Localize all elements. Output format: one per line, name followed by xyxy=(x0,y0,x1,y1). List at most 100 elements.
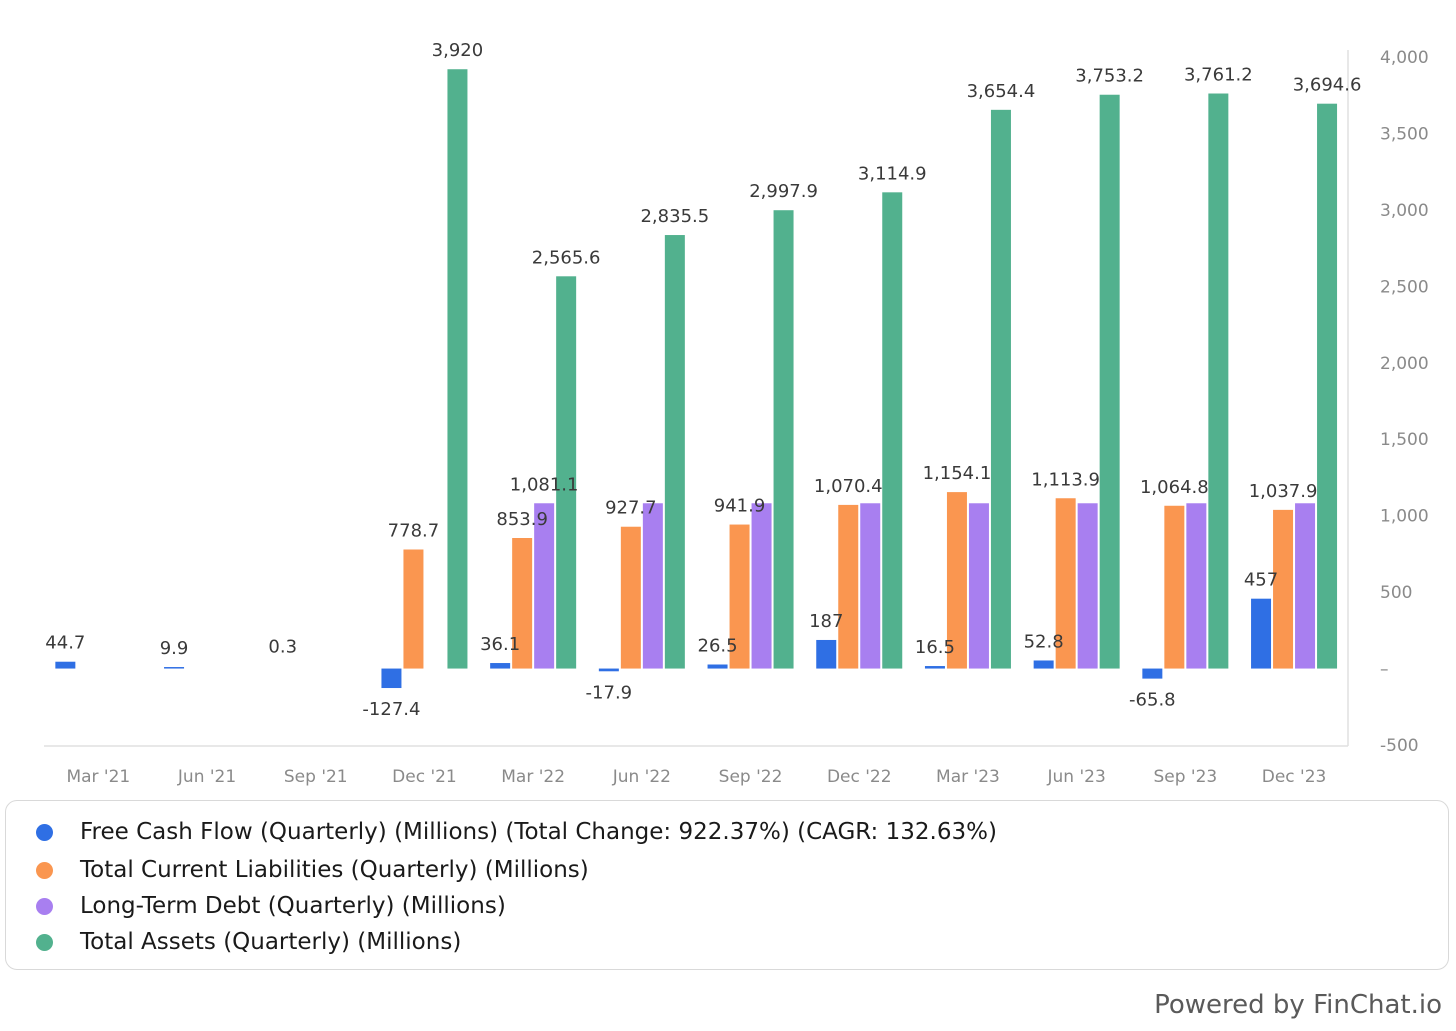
legend: Free Cash Flow (Quarterly) (Millions) (T… xyxy=(5,800,1449,970)
data-label: 1,113.9 xyxy=(1031,469,1100,490)
bar[interactable] xyxy=(381,668,402,689)
legend-item-total-current-liabilities[interactable]: Total Current Liabilities (Quarterly) (M… xyxy=(36,855,589,885)
bar[interactable] xyxy=(924,666,945,669)
bar[interactable] xyxy=(403,549,424,669)
bar[interactable] xyxy=(512,538,533,669)
bar[interactable] xyxy=(838,504,859,669)
data-label: 9.9 xyxy=(160,638,189,659)
data-label: -65.8 xyxy=(1129,690,1176,711)
legend-marker-long-term-debt xyxy=(36,897,53,915)
bar[interactable] xyxy=(664,235,685,669)
legend-label-free-cash-flow: Free Cash Flow (Quarterly) (Millions) (T… xyxy=(80,819,997,845)
y-tick-label: 2,500 xyxy=(1380,277,1429,297)
bar[interactable] xyxy=(556,276,577,669)
y-tick-label: 500 xyxy=(1380,583,1412,603)
bar-chart: -500 – 500 1,000 1,500 2,000 2,500 3,000 3,500 4,… xyxy=(44,40,1429,787)
bar[interactable] xyxy=(990,109,1011,669)
x-tick-label: Dec '21 xyxy=(392,767,457,787)
data-label: 1,154.1 xyxy=(923,463,992,484)
y-tick-label: -500 xyxy=(1380,736,1419,756)
x-tick-label: Sep '22 xyxy=(719,767,783,787)
data-label: -127.4 xyxy=(362,699,420,720)
data-labels: 44.7 9.9 -127.4 36.1 -17.9 26.5 187 16.5 52.8 -65… xyxy=(45,40,1361,720)
bar[interactable] xyxy=(1251,598,1272,669)
data-label: 0.3 xyxy=(268,637,297,658)
bar[interactable] xyxy=(1295,503,1316,669)
data-label: 941.9 xyxy=(714,496,766,517)
bar[interactable] xyxy=(1317,103,1338,669)
data-label: 457 xyxy=(1244,570,1278,591)
powered-by-brand[interactable]: Powered by FinChat.io xyxy=(1154,990,1442,1020)
bar[interactable] xyxy=(1142,668,1163,679)
bar[interactable] xyxy=(1208,93,1229,669)
bar[interactable] xyxy=(1033,660,1054,669)
bar[interactable] xyxy=(1055,498,1076,669)
legend-marker-free-cash-flow xyxy=(36,823,53,841)
bar-series xyxy=(55,69,1338,689)
x-tick-label: Jun '21 xyxy=(177,767,236,787)
legend-marker-total-assets xyxy=(36,933,53,951)
legend-label-total-current-liabilities: Total Current Liabilities (Quarterly) (M… xyxy=(80,857,589,883)
bar[interactable] xyxy=(447,69,468,669)
bar[interactable] xyxy=(1164,505,1185,669)
x-tick-label: Sep '21 xyxy=(284,767,348,787)
bar[interactable] xyxy=(55,661,76,669)
bar[interactable] xyxy=(642,503,663,669)
data-label: 927.7 xyxy=(605,498,657,519)
legend-item-long-term-debt[interactable]: Long-Term Debt (Quarterly) (Millions) xyxy=(36,891,506,921)
bar[interactable] xyxy=(707,664,728,669)
data-label: 853.9 xyxy=(496,509,548,530)
bar[interactable] xyxy=(490,663,511,669)
bar[interactable] xyxy=(729,524,750,669)
y-tick-label: 3,000 xyxy=(1380,201,1429,221)
bar[interactable] xyxy=(620,526,641,669)
bar[interactable] xyxy=(1077,503,1098,669)
bar[interactable] xyxy=(946,492,967,669)
y-tick-label: 4,000 xyxy=(1380,48,1429,68)
x-tick-label: Mar '23 xyxy=(936,767,1000,787)
y-tick-label: 1,000 xyxy=(1380,507,1429,527)
data-label: 1,037.9 xyxy=(1249,481,1318,502)
legend-item-free-cash-flow[interactable]: Free Cash Flow (Quarterly) (Millions) (T… xyxy=(36,817,997,847)
bar[interactable] xyxy=(773,210,794,669)
data-label: 3,654.4 xyxy=(967,81,1036,102)
bar[interactable] xyxy=(534,503,555,669)
bar[interactable] xyxy=(882,192,903,669)
data-label: 2,997.9 xyxy=(749,181,818,202)
data-label: 2,565.6 xyxy=(532,247,601,268)
data-label: 2,835.5 xyxy=(640,206,709,227)
x-tick-label: Jun '23 xyxy=(1047,767,1106,787)
data-label: 3,920 xyxy=(432,40,484,61)
data-label: 36.1 xyxy=(480,634,520,655)
bar[interactable] xyxy=(164,667,185,669)
data-label: 1,064.8 xyxy=(1140,477,1209,498)
bar[interactable] xyxy=(1273,509,1294,669)
data-label: 26.5 xyxy=(698,636,738,657)
bar[interactable] xyxy=(816,639,837,669)
y-axis-tick-labels: -500 – 500 1,000 1,500 2,000 2,500 3,000 3,500 4,… xyxy=(1380,48,1429,756)
data-label: 44.7 xyxy=(45,633,85,654)
bar[interactable] xyxy=(968,503,989,669)
legend-marker-total-current-liabilities xyxy=(36,861,53,879)
data-label: 1,081.1 xyxy=(510,474,579,495)
y-tick-label: 1,500 xyxy=(1380,430,1429,450)
data-label: 187 xyxy=(809,611,843,632)
x-tick-label: Mar '21 xyxy=(66,767,130,787)
data-label: 3,761.2 xyxy=(1184,65,1253,86)
bar[interactable] xyxy=(598,668,619,672)
data-label: 52.8 xyxy=(1024,631,1064,652)
data-label: 3,694.6 xyxy=(1293,75,1362,96)
bar[interactable] xyxy=(1186,503,1207,669)
data-label: 3,114.9 xyxy=(858,163,927,184)
data-label: -17.9 xyxy=(586,682,633,703)
bar[interactable] xyxy=(751,503,772,669)
x-tick-label: Dec '23 xyxy=(1262,767,1327,787)
x-tick-label: Dec '22 xyxy=(827,767,892,787)
y-tick-label: – xyxy=(1380,660,1389,680)
bar[interactable] xyxy=(1099,94,1120,669)
bar[interactable] xyxy=(860,503,881,669)
y-tick-label: 2,000 xyxy=(1380,354,1429,374)
data-label: 1,070.4 xyxy=(814,476,883,497)
legend-item-total-assets[interactable]: Total Assets (Quarterly) (Millions) xyxy=(36,927,461,957)
data-label: 16.5 xyxy=(915,637,955,658)
